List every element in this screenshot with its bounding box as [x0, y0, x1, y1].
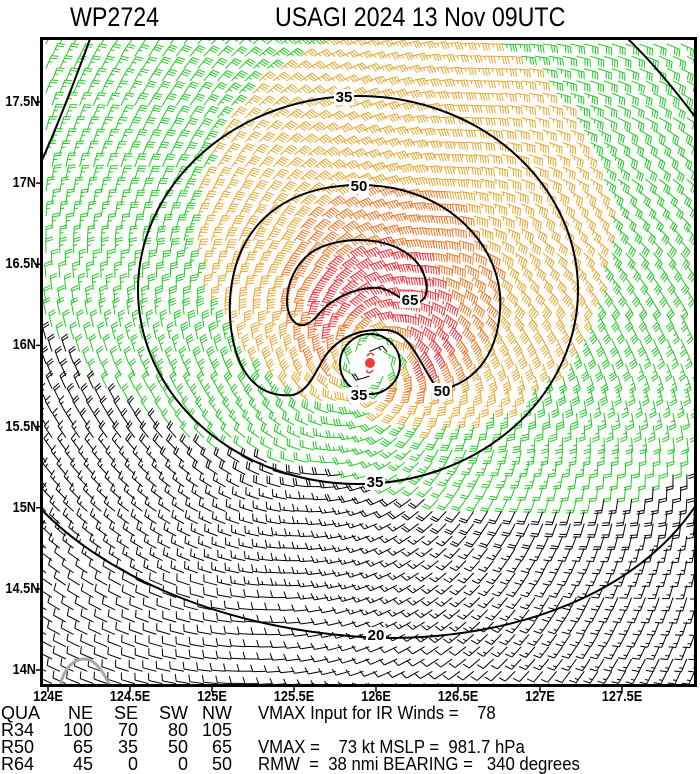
- contour-label-20: 20: [368, 627, 385, 644]
- x-tick-label: 127.5E: [602, 689, 642, 704]
- x-tick-label: 124E: [33, 689, 63, 704]
- row-label-r64: R64: [1, 756, 34, 773]
- x-tick-label: 127E: [525, 689, 555, 704]
- contour-label-50-north: 50: [351, 178, 368, 195]
- r64-ne: 45: [50, 756, 93, 773]
- r64-se: 0: [100, 756, 138, 773]
- x-tick-label: 125.5E: [274, 689, 314, 704]
- y-tick-label: 17.5N: [5, 94, 36, 109]
- y-tick-label: 14.5N: [5, 581, 36, 596]
- y-tick-label: 14N: [5, 662, 36, 677]
- contour-label-35-inner: 35: [351, 387, 368, 404]
- x-tick-label: 126E: [361, 689, 391, 704]
- contour-label-35-north: 35: [336, 89, 353, 106]
- wind-speed-contours: [42, 39, 696, 638]
- x-tick-label: 125E: [197, 689, 227, 704]
- y-tick-label: 17N: [5, 175, 36, 190]
- contour-label-65: 65: [402, 292, 419, 309]
- x-tick-label: 124.5E: [110, 689, 150, 704]
- x-tick-label: 126.5E: [438, 689, 478, 704]
- y-tick-label: 16.5N: [5, 256, 36, 271]
- r64-nw: 50: [194, 756, 232, 773]
- vmax-input-ir-text: VMAX Input for IR Winds = 78: [258, 705, 496, 722]
- r64-sw: 0: [150, 756, 188, 773]
- tropical-cyclone-icon: [365, 353, 375, 372]
- y-tick-label: 15.5N: [5, 419, 36, 434]
- contour-label-35-south: 35: [367, 474, 384, 491]
- y-tick-label: 16N: [5, 337, 36, 352]
- rmw-bearing-text: RMW = 38 nmi BEARING = 340 degrees: [258, 756, 580, 773]
- contour-label-50-east: 50: [434, 383, 451, 400]
- y-tick-label: 15N: [5, 500, 36, 515]
